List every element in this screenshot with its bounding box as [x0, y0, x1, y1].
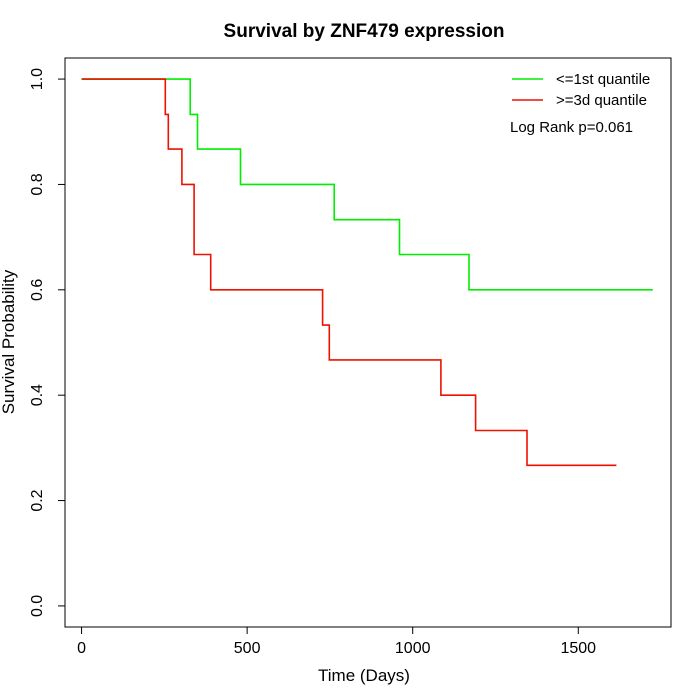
series-layer	[81, 78, 653, 467]
y-tick-label: 0.2	[29, 489, 46, 511]
axes: 0 500 1000 1500 0.0 0.2 0.4 0.6 0.8 1.0	[29, 68, 596, 657]
legend: <=1st quantile >=3d quantile	[512, 71, 650, 109]
survival-curve-2	[81, 78, 617, 467]
x-tick-label: 500	[234, 640, 261, 657]
x-tick-label: 0	[77, 640, 86, 657]
x-tick-label: 1500	[560, 640, 596, 657]
y-tick-label: 0.4	[29, 384, 46, 406]
y-tick-label: 1.0	[29, 68, 46, 90]
plot-frame	[64, 57, 672, 628]
log-rank-annotation: Log Rank p=0.061	[510, 119, 633, 136]
y-tick-label: 0.8	[29, 173, 46, 195]
legend-label-1: <=1st quantile	[556, 71, 650, 88]
x-tick-label: 1000	[395, 640, 431, 657]
y-tick-label: 0.0	[29, 595, 46, 617]
survival-curve-1	[81, 78, 653, 291]
legend-label-2: >=3d quantile	[556, 92, 647, 109]
chart-title: Survival by ZNF479 expression	[224, 21, 505, 42]
x-axis-label: Time (Days)	[318, 666, 410, 685]
y-axis-label: Survival Probability	[0, 269, 18, 414]
y-tick-label: 0.6	[29, 279, 46, 301]
